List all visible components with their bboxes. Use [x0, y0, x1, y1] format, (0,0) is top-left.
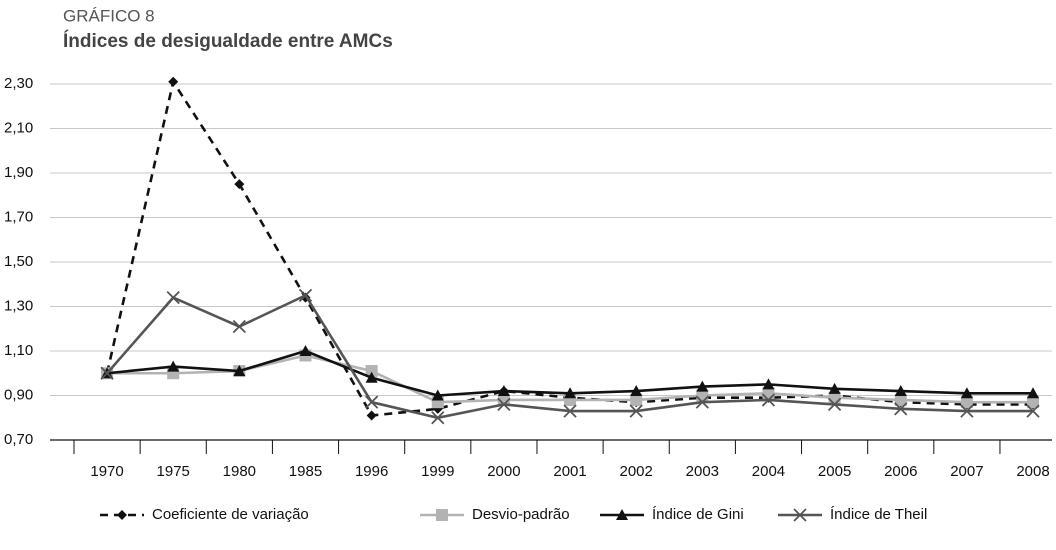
y-tick-label: 1,50: [4, 253, 33, 270]
series-line: [105, 78, 1034, 417]
legend-label: Índice de Theil: [830, 506, 927, 523]
data-point: [234, 179, 245, 190]
data-point: [564, 387, 577, 399]
data-point: [960, 404, 974, 418]
legend-label: Coeficiente de variação: [152, 506, 309, 523]
x-tick-label: 1985: [289, 463, 322, 480]
x-tick-label: 2000: [487, 463, 520, 480]
y-tick-label: 1,10: [4, 342, 33, 359]
x-tick-label: 2007: [950, 463, 983, 480]
x-tick-label: 1996: [355, 463, 388, 480]
legend-label: Desvio-padrão: [472, 506, 570, 523]
data-point: [630, 393, 643, 406]
data-point: [366, 410, 377, 421]
data-point: [894, 402, 908, 416]
data-point: [827, 397, 842, 412]
legend-marker: [117, 510, 127, 520]
data-point: [365, 365, 378, 378]
data-point: [232, 319, 246, 334]
data-point: [298, 288, 313, 303]
x-tick-label: 2003: [686, 463, 719, 480]
data-point: [233, 365, 246, 377]
x-tick-label: 1980: [223, 463, 256, 480]
data-point: [497, 385, 510, 397]
data-point: [431, 389, 444, 401]
data-point: [695, 395, 709, 409]
data-point: [166, 290, 180, 305]
y-tick-label: 0,90: [4, 386, 33, 403]
data-point: [431, 411, 445, 425]
data-point: [960, 396, 973, 409]
y-tick-label: 1,90: [4, 164, 33, 181]
data-point: [100, 366, 114, 380]
data-point: [563, 404, 577, 418]
x-tick-label: 2008: [1016, 463, 1049, 480]
data-point: [761, 393, 776, 407]
data-point: [497, 393, 510, 406]
data-point: [364, 395, 379, 409]
x-tick-label: 1999: [421, 463, 454, 480]
data-point: [365, 371, 378, 383]
data-point: [1026, 404, 1040, 418]
data-point: [762, 378, 775, 390]
data-point: [696, 380, 709, 392]
y-tick-label: 2,30: [4, 75, 33, 92]
x-tick-label: 2006: [884, 463, 917, 480]
data-point: [1027, 387, 1040, 399]
x-tick-label: 2004: [752, 463, 785, 480]
x-tick-label: 2002: [620, 463, 653, 480]
data-point: [1027, 396, 1040, 409]
data-point: [894, 385, 907, 397]
y-tick-label: 1,30: [4, 297, 33, 314]
legend-label: Índice de Gini: [652, 506, 744, 523]
y-tick-label: 1,70: [4, 208, 33, 225]
data-point: [167, 360, 180, 372]
data-point: [629, 404, 643, 418]
data-point: [960, 387, 973, 399]
x-tick-label: 1970: [90, 463, 123, 480]
x-tick-label: 2005: [818, 463, 851, 480]
data-point: [894, 393, 907, 406]
chart-subtitle: Índices de desigualdade entre AMCs: [63, 30, 393, 52]
data-point: [630, 385, 643, 397]
chart-title: GRÁFICO 8: [63, 6, 155, 25]
data-point: [168, 76, 179, 87]
data-point: [299, 345, 312, 356]
legend-marker: [793, 508, 807, 522]
data-point: [828, 382, 841, 394]
legend-marker: [616, 509, 628, 520]
y-tick-label: 2,10: [4, 119, 33, 136]
data-point: [497, 397, 511, 412]
x-tick-label: 2001: [553, 463, 586, 480]
y-tick-label: 0,70: [4, 431, 33, 448]
legend-marker: [436, 509, 448, 521]
x-tick-label: 1975: [157, 463, 190, 480]
